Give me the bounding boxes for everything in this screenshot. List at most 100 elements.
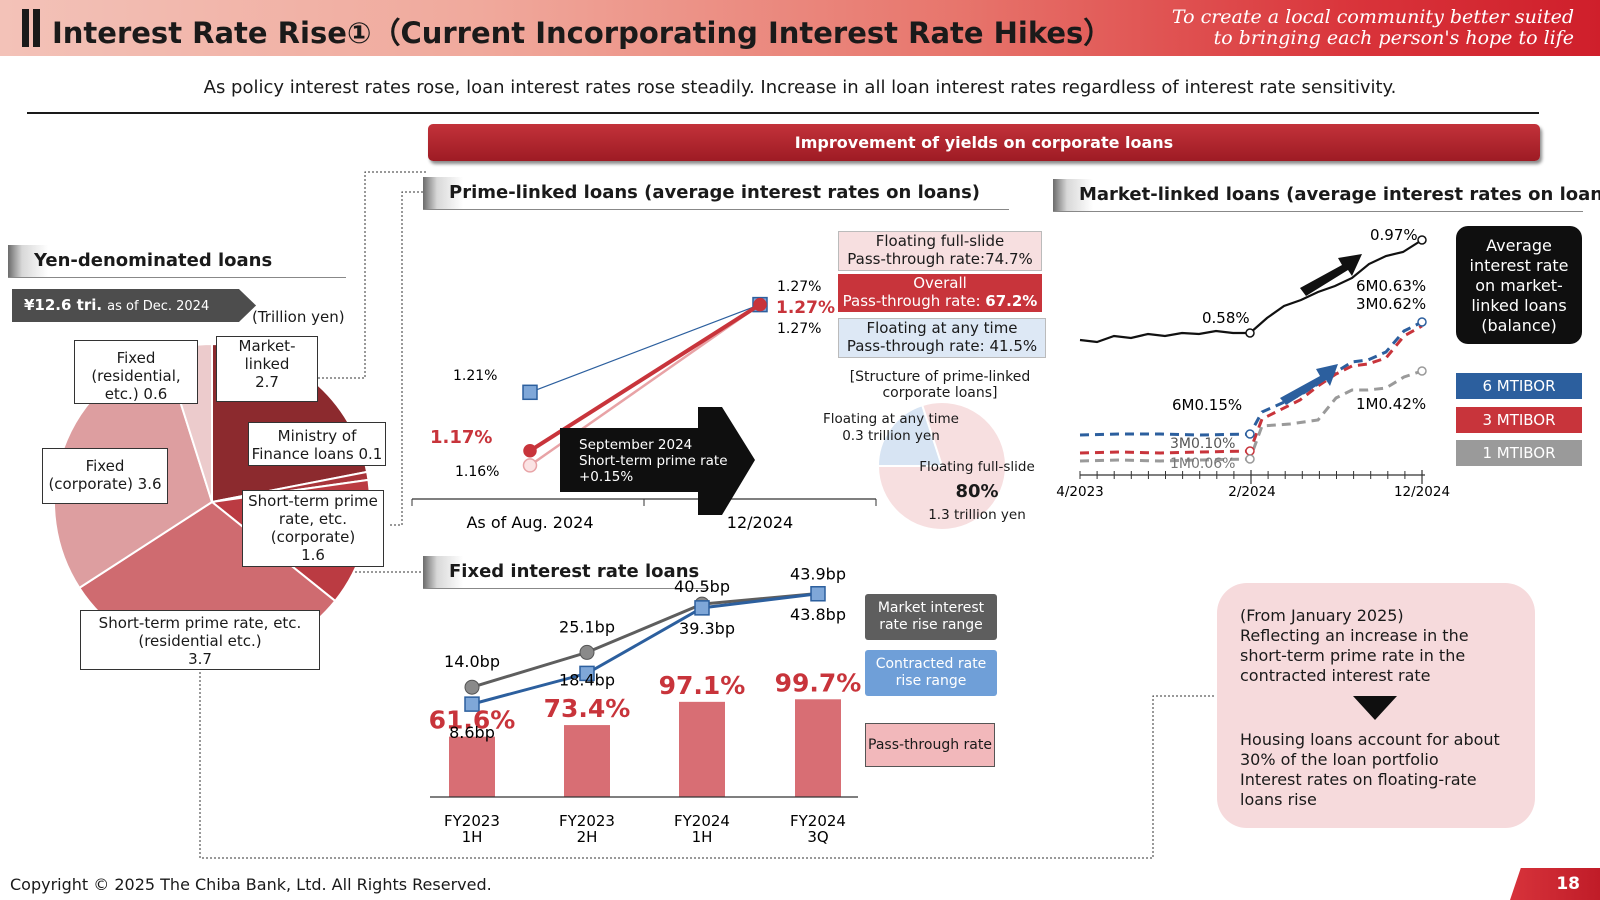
pie-label-line: Floating full-slide bbox=[919, 459, 1035, 475]
category-label: FY2024 bbox=[674, 812, 730, 830]
total-badge-text: ¥12.6 tri. as of Dec. 2024 bbox=[24, 295, 209, 314]
section-title-market-linked: Market-linked loans (average interest ra… bbox=[1053, 179, 1600, 212]
note-line: loans rise bbox=[1240, 790, 1317, 809]
series-line-1m bbox=[1079, 369, 1423, 463]
callout-line: interest rate bbox=[1469, 256, 1569, 275]
note-line: 30% of the loan portfolio bbox=[1240, 750, 1439, 769]
x-tick-label: 12/2024 bbox=[1394, 484, 1450, 500]
total-as-of: as of Dec. 2024 bbox=[107, 299, 210, 314]
value-label: 0.58% bbox=[1202, 309, 1250, 327]
page-title: Interest Rate Rise①（Current Incorporatin… bbox=[52, 16, 1113, 50]
series-point bbox=[753, 297, 767, 312]
divider bbox=[27, 112, 1539, 114]
pie-label-line: Market- bbox=[238, 337, 296, 355]
series-point-market bbox=[464, 679, 480, 695]
header-mark-bar bbox=[22, 9, 29, 47]
note-line: short-term prime rate in the bbox=[1240, 646, 1466, 665]
lead-text: As policy interest rates rose, loan inte… bbox=[203, 77, 1397, 98]
section-title-prime-linked: Prime-linked loans (average interest rat… bbox=[423, 177, 1009, 210]
value-label: 3M0.10% bbox=[1170, 436, 1235, 452]
pie-label-line: (residential, bbox=[91, 367, 181, 385]
note-line: (From January 2025) bbox=[1240, 606, 1404, 625]
category-label: FY2023 bbox=[559, 812, 615, 830]
slogan-line: To create a local community better suite… bbox=[1171, 6, 1574, 28]
pie-label-line: Fixed bbox=[116, 349, 156, 367]
legend-market-rise: Market interest rate rise range bbox=[865, 594, 997, 640]
series-point-contract bbox=[579, 665, 595, 682]
pie-label-line: 3.7 bbox=[188, 650, 212, 668]
pie-label-line: Finance loans 0.1 bbox=[251, 445, 383, 463]
series-line-contract bbox=[471, 592, 819, 706]
category-label: 1H bbox=[462, 828, 483, 846]
section-title-fixed-loans: Fixed interest rate loans bbox=[423, 556, 709, 589]
copyright: Copyright © 2025 The Chiba Bank, Ltd. Al… bbox=[10, 875, 492, 894]
pie-label-line: rate, etc. bbox=[278, 510, 348, 528]
pie-label-line: 1.6 bbox=[301, 546, 325, 564]
down-triangle-icon bbox=[1353, 696, 1397, 720]
pass-through-bar bbox=[795, 699, 841, 797]
category-label: 2H bbox=[577, 828, 598, 846]
contract-rise-label: 18.4bp bbox=[559, 670, 615, 689]
pie-label-any-time: Floating at any time 0.3 trillion yen bbox=[816, 411, 966, 445]
pie-label-line: Short-term prime rate, etc. bbox=[98, 614, 302, 632]
banner: Improvement of yields on corporate loans bbox=[428, 124, 1540, 161]
pie-label-line: (residential etc.) bbox=[138, 632, 262, 650]
note-line: Interest rates on floating-rate bbox=[1240, 770, 1477, 789]
x-tick-label: 2/2024 bbox=[1228, 484, 1276, 500]
total-badge bbox=[12, 289, 256, 322]
pie-label-mof-loans: Ministry of Finance loans 0.1 bbox=[248, 422, 386, 466]
value-label: 1.21% bbox=[453, 368, 497, 384]
slogan: To create a local community better suite… bbox=[1154, 7, 1574, 49]
series-point bbox=[1417, 317, 1427, 327]
x-tick-label: 12/2024 bbox=[727, 513, 793, 532]
pass-through-bar bbox=[449, 736, 495, 797]
structure-pie-slice bbox=[876, 403, 944, 467]
legend-line: rate rise range bbox=[879, 617, 983, 633]
note-line: contracted interest rate bbox=[1240, 666, 1431, 685]
series-point bbox=[1245, 446, 1255, 456]
value-label: 1.27% bbox=[776, 298, 835, 318]
avg-rate-callout: Average interest rate on market- linked … bbox=[1456, 226, 1582, 344]
pie-label-full-slide-share: 80% bbox=[955, 481, 999, 502]
pie-label-market-linked: Market- linked 2.7 bbox=[216, 336, 318, 402]
contract-rise-label: 39.3bp bbox=[679, 619, 735, 638]
structure-line: [Structure of prime-linked bbox=[849, 369, 1031, 385]
series-line-6m bbox=[1079, 320, 1423, 437]
market-linked-chart: 0.97% 0.58% 6M0.63% 3M0.62% 6M0.15% 3M0.… bbox=[1056, 226, 1450, 500]
legend-pass-through: Pass-through rate bbox=[865, 723, 995, 767]
box-line: Floating full-slide bbox=[875, 232, 1005, 250]
legend-contract-rise: Contracted rate rise range bbox=[865, 650, 997, 696]
bar-label: 73.4% bbox=[544, 694, 631, 723]
legend-line: Contracted rate bbox=[875, 656, 987, 672]
series-point bbox=[1245, 429, 1255, 439]
series-point-contract bbox=[694, 600, 710, 616]
box-line-text: Pass-through rate: bbox=[842, 292, 986, 310]
pie-label-line: 2.7 bbox=[255, 373, 279, 391]
header-mark-bar bbox=[33, 9, 40, 47]
page-number: 18 bbox=[1510, 868, 1600, 900]
pie-label-fixed-residential: Fixed (residential, etc.) 0.6 bbox=[74, 340, 198, 404]
series-line bbox=[529, 304, 761, 393]
total-value: ¥12.6 tri. bbox=[24, 296, 103, 314]
structure-line: corporate loans] bbox=[882, 385, 998, 401]
box-floating-full-slide: Floating full-slide Pass-through rate:74… bbox=[838, 231, 1042, 271]
value-label: 0.97% bbox=[1370, 226, 1418, 244]
market-rise-label: 25.1bp bbox=[559, 617, 615, 636]
category-label: 1H bbox=[692, 828, 713, 846]
market-rise-label: 40.5bp bbox=[674, 577, 730, 596]
pie-label-line: Floating at any time bbox=[823, 411, 959, 427]
legend-line: rise range bbox=[895, 673, 967, 689]
pie-label-line: (corporate) bbox=[270, 528, 356, 546]
value-label: 1M0.06% bbox=[1170, 456, 1235, 472]
callout-line: (balance) bbox=[1481, 316, 1557, 335]
box-line: Pass-through rate:74.7% bbox=[847, 250, 1033, 268]
box-line: Overall bbox=[913, 274, 967, 292]
series-line-market bbox=[471, 591, 819, 689]
box-overall: Overall Pass-through rate: 67.2% bbox=[838, 274, 1042, 312]
series-line bbox=[528, 302, 762, 453]
value-label: 1.17% bbox=[430, 427, 492, 448]
box-line: Pass-through rate: 67.2% bbox=[838, 292, 1042, 310]
series-point-contract bbox=[464, 696, 480, 712]
pass-through-bar bbox=[679, 701, 725, 797]
market-rise-label: 43.9bp bbox=[790, 564, 846, 583]
